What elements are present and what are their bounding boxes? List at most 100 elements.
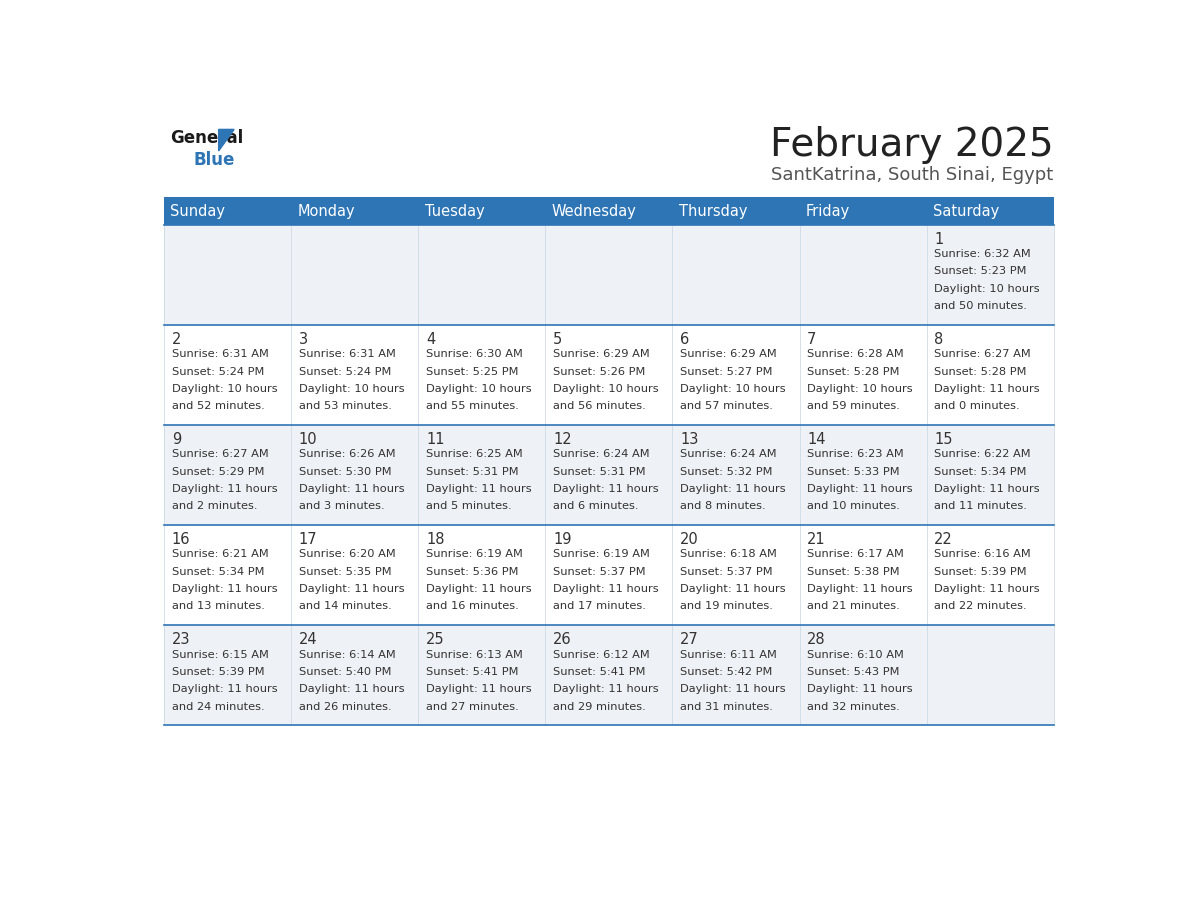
Bar [418, 625, 545, 725]
Text: SantKatrina, South Sinai, Egypt: SantKatrina, South Sinai, Egypt [771, 166, 1054, 185]
Text: 21: 21 [808, 532, 826, 547]
Bar [800, 325, 927, 425]
Text: Sunrise: 6:32 AM: Sunrise: 6:32 AM [934, 249, 1031, 259]
Bar [418, 425, 545, 525]
Text: Sunset: 5:41 PM: Sunset: 5:41 PM [426, 666, 518, 677]
Text: Sunrise: 6:22 AM: Sunrise: 6:22 AM [934, 449, 1031, 459]
Text: and 14 minutes.: and 14 minutes. [299, 601, 392, 611]
Text: and 17 minutes.: and 17 minutes. [554, 601, 646, 611]
Bar [545, 525, 672, 625]
Bar [545, 197, 672, 225]
Text: Daylight: 11 hours: Daylight: 11 hours [554, 484, 658, 494]
Text: Sunset: 5:30 PM: Sunset: 5:30 PM [299, 466, 392, 476]
Text: and 21 minutes.: and 21 minutes. [808, 601, 901, 611]
Text: Sunset: 5:38 PM: Sunset: 5:38 PM [808, 566, 899, 577]
Bar [164, 225, 291, 325]
Text: Daylight: 11 hours: Daylight: 11 hours [808, 584, 912, 594]
Bar [800, 197, 927, 225]
Text: 18: 18 [426, 532, 444, 547]
Text: 17: 17 [299, 532, 317, 547]
Text: 27: 27 [681, 633, 699, 647]
Text: Sunset: 5:28 PM: Sunset: 5:28 PM [808, 366, 899, 376]
Bar [164, 625, 291, 725]
Text: Sunrise: 6:24 AM: Sunrise: 6:24 AM [681, 449, 777, 459]
Text: Daylight: 11 hours: Daylight: 11 hours [426, 684, 531, 694]
Bar [545, 225, 672, 325]
Text: Sunset: 5:23 PM: Sunset: 5:23 PM [934, 266, 1026, 276]
Text: 20: 20 [681, 532, 699, 547]
Text: 15: 15 [934, 432, 953, 447]
Text: and 0 minutes.: and 0 minutes. [934, 401, 1020, 411]
Bar [800, 525, 927, 625]
Text: and 3 minutes.: and 3 minutes. [299, 501, 385, 511]
Bar [672, 425, 800, 525]
Text: and 27 minutes.: and 27 minutes. [426, 701, 519, 711]
Text: and 2 minutes.: and 2 minutes. [172, 501, 258, 511]
Bar [927, 197, 1054, 225]
Text: Sunset: 5:31 PM: Sunset: 5:31 PM [426, 466, 519, 476]
Text: Sunrise: 6:30 AM: Sunrise: 6:30 AM [426, 349, 523, 359]
Text: Sunset: 5:39 PM: Sunset: 5:39 PM [934, 566, 1026, 577]
Text: 1: 1 [934, 232, 943, 247]
Text: 7: 7 [808, 332, 816, 347]
Text: 9: 9 [172, 432, 181, 447]
Text: Saturday: Saturday [933, 204, 999, 218]
Bar [291, 625, 418, 725]
Text: and 6 minutes.: and 6 minutes. [554, 501, 639, 511]
Text: Daylight: 11 hours: Daylight: 11 hours [172, 484, 277, 494]
Text: and 10 minutes.: and 10 minutes. [808, 501, 901, 511]
Bar [927, 225, 1054, 325]
Text: Sunrise: 6:12 AM: Sunrise: 6:12 AM [554, 650, 650, 659]
Text: Daylight: 11 hours: Daylight: 11 hours [934, 384, 1040, 394]
Text: Sunrise: 6:13 AM: Sunrise: 6:13 AM [426, 650, 523, 659]
Text: February 2025: February 2025 [770, 127, 1054, 164]
Text: Friday: Friday [805, 204, 851, 218]
Text: and 16 minutes.: and 16 minutes. [426, 601, 519, 611]
Bar [800, 425, 927, 525]
Text: Wednesday: Wednesday [551, 204, 637, 218]
Text: and 13 minutes.: and 13 minutes. [172, 601, 265, 611]
Text: Sunset: 5:36 PM: Sunset: 5:36 PM [426, 566, 518, 577]
Bar [672, 325, 800, 425]
Text: 5: 5 [554, 332, 562, 347]
Text: Sunrise: 6:19 AM: Sunrise: 6:19 AM [554, 550, 650, 559]
Text: Sunrise: 6:29 AM: Sunrise: 6:29 AM [554, 349, 650, 359]
Text: Sunrise: 6:25 AM: Sunrise: 6:25 AM [426, 449, 523, 459]
Bar [164, 325, 291, 425]
Text: and 56 minutes.: and 56 minutes. [554, 401, 646, 411]
Bar [800, 225, 927, 325]
Text: and 24 minutes.: and 24 minutes. [172, 701, 265, 711]
Text: Daylight: 10 hours: Daylight: 10 hours [934, 284, 1040, 294]
Text: Sunset: 5:25 PM: Sunset: 5:25 PM [426, 366, 518, 376]
Text: and 52 minutes.: and 52 minutes. [172, 401, 265, 411]
Text: 28: 28 [808, 633, 826, 647]
Text: Daylight: 11 hours: Daylight: 11 hours [172, 584, 277, 594]
Text: 4: 4 [426, 332, 435, 347]
Text: Sunset: 5:34 PM: Sunset: 5:34 PM [172, 566, 264, 577]
Text: 25: 25 [426, 633, 444, 647]
Text: Sunset: 5:40 PM: Sunset: 5:40 PM [299, 666, 391, 677]
Bar [672, 625, 800, 725]
Text: Sunrise: 6:23 AM: Sunrise: 6:23 AM [808, 449, 904, 459]
Bar [672, 225, 800, 325]
Text: Sunrise: 6:26 AM: Sunrise: 6:26 AM [299, 449, 396, 459]
Bar [800, 625, 927, 725]
Text: Daylight: 11 hours: Daylight: 11 hours [172, 684, 277, 694]
Text: Daylight: 11 hours: Daylight: 11 hours [681, 484, 785, 494]
Text: Sunrise: 6:17 AM: Sunrise: 6:17 AM [808, 550, 904, 559]
Bar [672, 525, 800, 625]
Text: Daylight: 11 hours: Daylight: 11 hours [681, 584, 785, 594]
Text: 8: 8 [934, 332, 943, 347]
Text: Monday: Monday [297, 204, 355, 218]
Text: 14: 14 [808, 432, 826, 447]
Text: Sunset: 5:31 PM: Sunset: 5:31 PM [554, 466, 645, 476]
Text: 6: 6 [681, 332, 689, 347]
Text: 10: 10 [299, 432, 317, 447]
Bar [291, 225, 418, 325]
Text: Daylight: 10 hours: Daylight: 10 hours [426, 384, 531, 394]
Text: Sunrise: 6:24 AM: Sunrise: 6:24 AM [554, 449, 650, 459]
Text: Daylight: 10 hours: Daylight: 10 hours [808, 384, 912, 394]
Text: Daylight: 10 hours: Daylight: 10 hours [681, 384, 785, 394]
Text: Daylight: 11 hours: Daylight: 11 hours [808, 484, 912, 494]
Text: and 29 minutes.: and 29 minutes. [554, 701, 646, 711]
